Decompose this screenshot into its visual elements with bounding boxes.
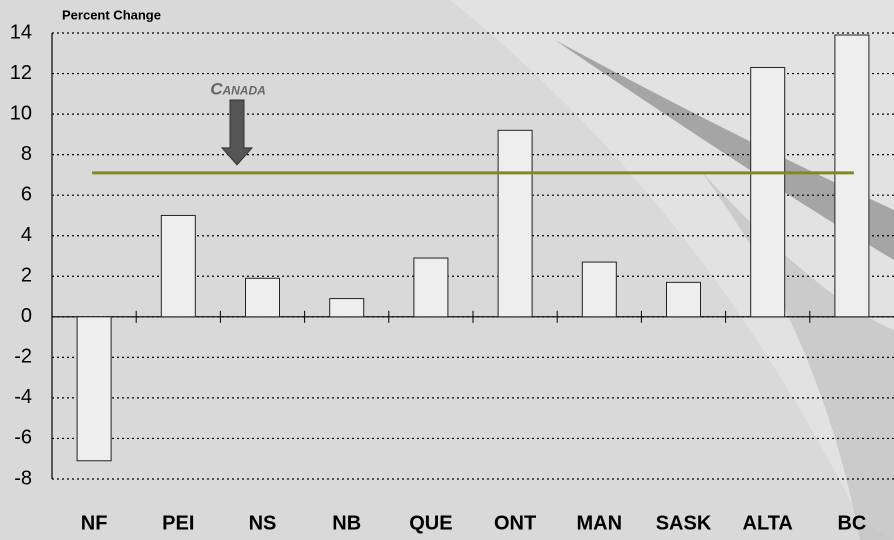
x-tick-label: PEI <box>162 512 194 534</box>
decor-shadow <box>700 170 894 540</box>
reference-arrow <box>220 99 254 166</box>
x-tick-label: NF <box>81 512 108 534</box>
decor-shadow <box>555 40 894 260</box>
y-tick-label: 4 <box>21 224 32 246</box>
bar <box>750 66 786 318</box>
y-tick-label: -8 <box>14 467 32 489</box>
y-tick-label: 10 <box>10 102 32 124</box>
bar <box>666 281 701 318</box>
bar <box>76 316 112 462</box>
bar <box>160 214 196 318</box>
y-tick-label: -4 <box>14 386 32 408</box>
bar <box>581 261 617 318</box>
x-tick-label: BC <box>837 512 866 534</box>
y-tick-label: 2 <box>21 265 32 287</box>
y-tick-label: 0 <box>21 305 32 327</box>
x-tick-label: ALTA <box>743 512 793 534</box>
x-tick-label: ONT <box>494 512 536 534</box>
x-tick-label: NS <box>249 512 277 534</box>
x-tick-label: MAN <box>577 512 623 534</box>
bar <box>497 129 533 318</box>
x-tick-label: QUE <box>409 512 452 534</box>
x-tick-label: SASK <box>656 512 712 534</box>
bar <box>834 34 870 318</box>
y-tick-label: 8 <box>21 143 32 165</box>
bar <box>413 257 449 318</box>
bar <box>329 298 365 318</box>
y-tick-label: 12 <box>10 62 32 84</box>
reference-label: Canada <box>210 79 266 98</box>
y-tick-label: 14 <box>10 21 32 43</box>
y-axis-label: Percent Change <box>62 7 161 22</box>
y-tick-label: 6 <box>21 183 32 205</box>
y-tick-label: -6 <box>14 427 32 449</box>
y-tick-label: -2 <box>14 346 32 368</box>
x-tick-label: NB <box>332 512 361 534</box>
bar <box>245 277 280 318</box>
